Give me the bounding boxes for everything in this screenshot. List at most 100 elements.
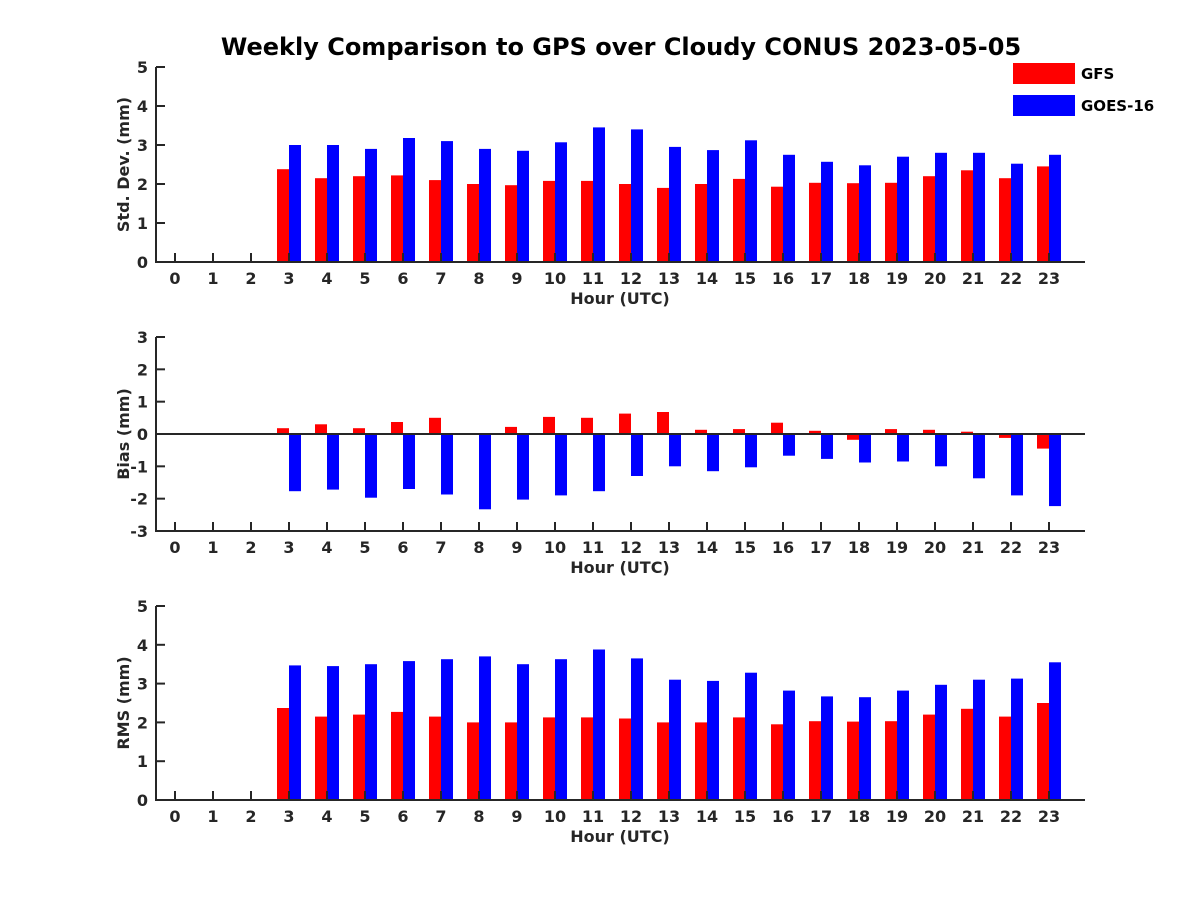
y-tick-label: 0 — [137, 253, 148, 272]
bar-gfs-hour-4 — [315, 178, 327, 262]
y-tick-label: 0 — [137, 425, 148, 444]
x-tick-label: 15 — [734, 269, 756, 288]
chart-title: Weekly Comparison to GPS over Cloudy CON… — [221, 33, 1021, 61]
bar-goes-16-hour-6 — [403, 661, 415, 800]
x-tick-label: 13 — [658, 269, 680, 288]
bar-gfs-hour-20 — [923, 429, 935, 434]
bar-goes-16-hour-15 — [745, 434, 757, 468]
x-tick-label: 10 — [544, 538, 566, 557]
y-axis-label: RMS (mm) — [114, 656, 133, 749]
bar-goes-16-hour-23 — [1049, 662, 1061, 800]
bar-gfs-hour-19 — [885, 182, 897, 262]
bar-goes-16-hour-9 — [517, 434, 529, 500]
x-tick-label: 11 — [582, 807, 604, 826]
bar-goes-16-hour-16 — [783, 434, 795, 456]
bar-gfs-hour-22 — [999, 716, 1011, 800]
bar-goes-16-hour-17 — [821, 161, 833, 262]
x-tick-label: 19 — [886, 538, 908, 557]
x-tick-label: 19 — [886, 269, 908, 288]
x-tick-label: 8 — [473, 269, 484, 288]
x-tick-label: 6 — [397, 538, 408, 557]
x-tick-label: 1 — [207, 538, 218, 557]
x-tick-label: 2 — [245, 269, 256, 288]
bar-goes-16-hour-5 — [365, 148, 377, 262]
bar-gfs-hour-5 — [353, 714, 365, 800]
bar-gfs-hour-8 — [467, 722, 479, 800]
bar-gfs-hour-23 — [1037, 166, 1049, 262]
x-tick-label: 5 — [359, 269, 370, 288]
y-tick-label: -3 — [130, 522, 148, 541]
bar-gfs-hour-16 — [771, 422, 783, 434]
x-tick-label: 16 — [772, 807, 794, 826]
x-tick-label: 11 — [582, 538, 604, 557]
bar-goes-16-hour-22 — [1011, 678, 1023, 800]
bar-gfs-hour-15 — [733, 178, 745, 262]
y-tick-label: 1 — [137, 393, 148, 412]
bar-gfs-hour-15 — [733, 717, 745, 800]
x-tick-label: 21 — [962, 807, 984, 826]
bar-gfs-hour-19 — [885, 429, 897, 434]
bar-goes-16-hour-6 — [403, 434, 415, 489]
bar-goes-16-hour-17 — [821, 696, 833, 800]
bar-gfs-hour-13 — [657, 187, 669, 262]
bar-gfs-hour-7 — [429, 716, 441, 800]
bar-gfs-hour-18 — [847, 434, 859, 440]
y-tick-label: 5 — [137, 58, 148, 77]
bar-goes-16-hour-4 — [327, 145, 339, 262]
bar-gfs-hour-3 — [277, 708, 289, 800]
x-tick-label: 17 — [810, 269, 832, 288]
bar-gfs-hour-17 — [809, 182, 821, 262]
bar-goes-16-hour-18 — [859, 165, 871, 262]
x-tick-label: 3 — [283, 807, 294, 826]
bar-gfs-hour-7 — [429, 180, 441, 262]
bar-gfs-hour-23 — [1037, 703, 1049, 800]
bar-gfs-hour-18 — [847, 721, 859, 800]
bar-goes-16-hour-22 — [1011, 163, 1023, 262]
bar-goes-16-hour-21 — [973, 152, 985, 262]
x-tick-label: 16 — [772, 269, 794, 288]
x-tick-label: 21 — [962, 269, 984, 288]
bar-gfs-hour-17 — [809, 721, 821, 800]
bar-goes-16-hour-3 — [289, 145, 301, 262]
x-tick-label: 12 — [620, 269, 642, 288]
x-tick-label: 18 — [848, 538, 870, 557]
y-tick-label: 5 — [137, 597, 148, 616]
bar-gfs-hour-10 — [543, 717, 555, 800]
bar-goes-16-hour-10 — [555, 142, 567, 262]
x-tick-label: 9 — [511, 269, 522, 288]
x-tick-label: 4 — [321, 807, 332, 826]
bar-goes-16-hour-12 — [631, 658, 643, 800]
bar-gfs-hour-11 — [581, 417, 593, 434]
y-tick-label: 2 — [137, 175, 148, 194]
bar-gfs-hour-5 — [353, 428, 365, 434]
x-axis-label: Hour (UTC) — [570, 827, 670, 846]
bar-goes-16-hour-8 — [479, 656, 491, 800]
legend-label-gfs: GFS — [1081, 65, 1114, 83]
bar-goes-16-hour-17 — [821, 434, 833, 459]
bar-goes-16-hour-3 — [289, 665, 301, 800]
bar-gfs-hour-9 — [505, 426, 517, 434]
bar-goes-16-hour-20 — [935, 152, 947, 262]
x-tick-label: 8 — [473, 807, 484, 826]
x-axis-label: Hour (UTC) — [570, 558, 670, 577]
bar-goes-16-hour-9 — [517, 664, 529, 800]
bar-gfs-hour-5 — [353, 176, 365, 262]
bar-gfs-hour-21 — [961, 708, 973, 800]
x-tick-label: 11 — [582, 269, 604, 288]
bar-goes-16-hour-20 — [935, 434, 947, 467]
bar-goes-16-hour-6 — [403, 138, 415, 262]
legend: GFS GOES-16 — [1013, 63, 1154, 116]
bar-goes-16-hour-22 — [1011, 434, 1023, 496]
x-tick-label: 20 — [924, 269, 946, 288]
x-tick-label: 0 — [169, 538, 180, 557]
bar-gfs-hour-14 — [695, 722, 707, 800]
bar-goes-16-hour-14 — [707, 150, 719, 262]
x-tick-label: 2 — [245, 538, 256, 557]
x-tick-label: 15 — [734, 807, 756, 826]
bar-goes-16-hour-15 — [745, 672, 757, 800]
x-tick-label: 5 — [359, 538, 370, 557]
bar-goes-16-hour-8 — [479, 434, 491, 510]
bar-goes-16-hour-18 — [859, 697, 871, 800]
